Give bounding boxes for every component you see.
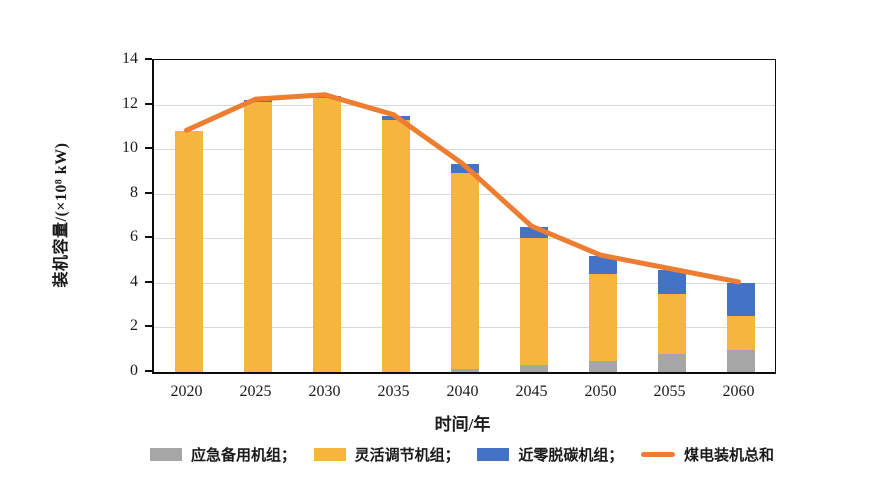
bar-segment-2040 (450, 368, 479, 372)
x-axis-title: 时间/年 (434, 415, 491, 434)
x-tick-label: 2060 (722, 383, 755, 400)
x-tick-label: 2055 (653, 383, 686, 400)
y-tick-mark (145, 58, 152, 60)
bar-segment-2055 (657, 354, 686, 372)
bar-segment-2030 (312, 95, 341, 98)
legend-item: 煤电装机总和 (640, 444, 774, 465)
bar-segment-2035 (381, 115, 410, 121)
y-tick-mark (145, 280, 152, 283)
y-tick-mark (145, 236, 152, 239)
bar-segment-2060 (726, 316, 755, 350)
legend-box-swatch-icon (150, 447, 182, 461)
bar-segment-2055 (657, 269, 686, 294)
legend-label: 应急备用机组； (191, 447, 297, 464)
legend-line-swatch-icon (640, 451, 675, 457)
legend-item: 应急备用机组； (150, 444, 296, 465)
bar-segment-2025 (243, 100, 272, 103)
y-tick-label: 8 (130, 183, 138, 201)
x-tick-label: 2035 (377, 383, 410, 400)
legend-item: 近零脱碳机组； (477, 444, 623, 465)
y-tick-label: 12 (122, 94, 138, 112)
bar-segment-2045 (519, 365, 548, 372)
plot-area (152, 59, 776, 374)
y-tick-mark (145, 191, 152, 194)
bar-segment-2045 (519, 238, 548, 366)
x-tick-label: 2040 (446, 383, 479, 400)
bar-segment-2030 (312, 97, 341, 372)
x-tick-label: 2030 (308, 383, 341, 400)
bar-segment-2040 (450, 163, 479, 173)
legend-label: 煤电装机总和 (683, 447, 774, 464)
bar-segment-2055 (657, 294, 686, 355)
legend-box-swatch-icon (313, 447, 346, 461)
y-tick-mark (145, 147, 152, 150)
bar-segment-2020 (174, 131, 203, 372)
legend: 应急备用机组； 灵活调节机组； 近零脱碳机组； 煤电装机总和 (150, 443, 774, 465)
bar-segment-2060 (726, 349, 755, 372)
y-tick-label: 2 (130, 317, 138, 335)
legend-label: 灵活调节机组； (354, 447, 460, 464)
legend-label: 近零脱碳机组； (518, 447, 624, 464)
y-tick-label: 10 (122, 139, 138, 157)
y-tick-mark (145, 102, 152, 105)
y-tick-mark (145, 325, 152, 328)
bar-segment-2040 (450, 172, 479, 369)
bar-segment-2025 (243, 102, 272, 372)
bar-segment-2050 (588, 256, 617, 274)
y-tick-label: 4 (130, 272, 138, 290)
bar-segment-2045 (519, 227, 548, 239)
y-axis-title: 装机容量/(×10⁸ kW) (53, 142, 70, 288)
bar-segment-2035 (381, 120, 410, 372)
x-tick-label: 2050 (584, 383, 617, 400)
x-tick-label: 2025 (239, 383, 272, 400)
y-tick-label: 0 (130, 362, 138, 379)
bar-segment-2060 (726, 282, 755, 317)
y-tick-label: 6 (130, 228, 138, 246)
legend-item: 灵活调节机组； (313, 444, 460, 465)
x-tick-label: 2020 (170, 383, 203, 400)
bar-segment-2050 (588, 273, 617, 361)
legend-box-swatch-icon (477, 447, 510, 461)
x-tick-label: 2045 (515, 383, 548, 400)
y-tick-label: 14 (122, 50, 138, 67)
bar-segment-2050 (588, 360, 617, 372)
y-tick-mark (145, 370, 152, 372)
